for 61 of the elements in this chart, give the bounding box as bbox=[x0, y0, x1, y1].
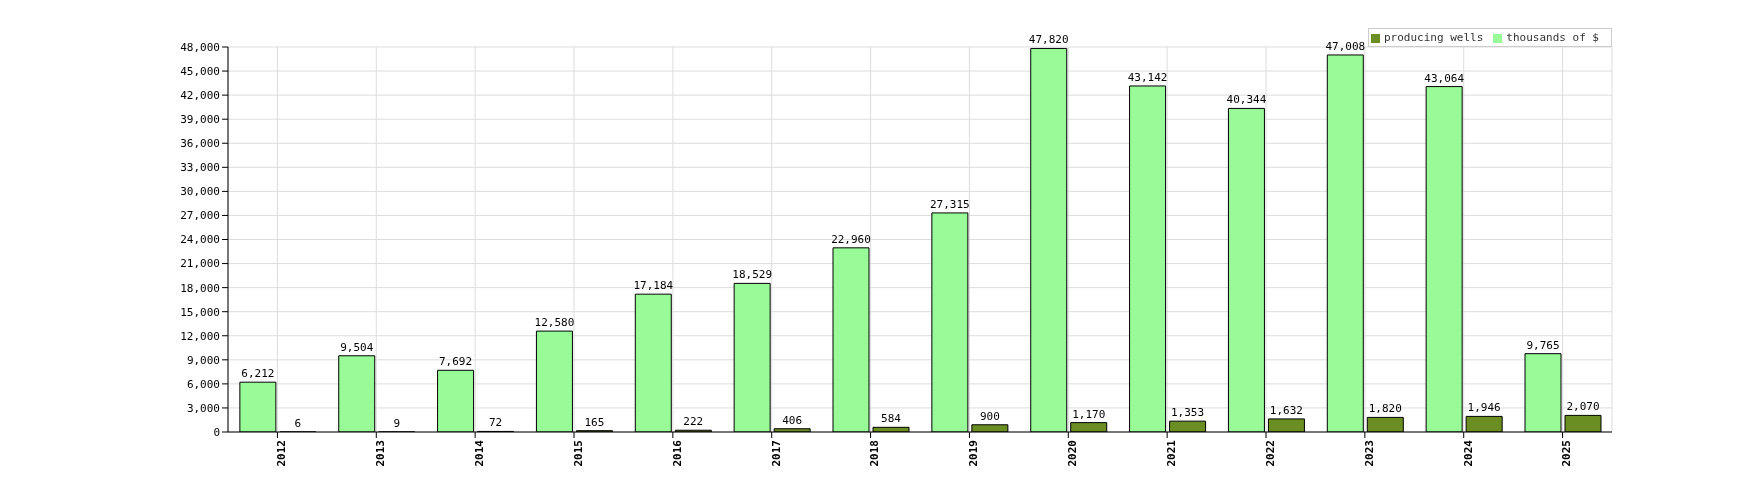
data-label: 18,529 bbox=[732, 268, 773, 282]
y-tick-label: 3,000 bbox=[186, 401, 220, 415]
data-label: 43,142 bbox=[1127, 70, 1168, 84]
data-label: 222 bbox=[683, 415, 704, 429]
data-label: 9,765 bbox=[1526, 338, 1560, 352]
data-label: 40,344 bbox=[1226, 93, 1267, 107]
data-label: 900 bbox=[979, 409, 1000, 423]
y-tick-label: 39,000 bbox=[180, 113, 220, 127]
y-tick-label: 21,000 bbox=[180, 257, 220, 271]
data-label: 72 bbox=[488, 416, 503, 430]
data-label: 7,692 bbox=[439, 355, 473, 369]
y-tick-label: 9,000 bbox=[186, 353, 220, 367]
y-tick-label: 30,000 bbox=[180, 185, 220, 199]
x-tick-label: 2017 bbox=[769, 440, 783, 467]
legend-label: thousands of $ bbox=[1506, 31, 1599, 44]
y-tick-label: 18,000 bbox=[180, 281, 220, 295]
x-tick-label: 2025 bbox=[1560, 440, 1574, 467]
data-label: 27,315 bbox=[929, 197, 970, 211]
data-label: 1,820 bbox=[1368, 402, 1402, 416]
y-tick-label: 33,000 bbox=[180, 161, 220, 175]
data-label: 1,170 bbox=[1072, 407, 1106, 421]
y-tick-label: 48,000 bbox=[180, 40, 220, 54]
x-tick-label: 2024 bbox=[1461, 439, 1475, 467]
data-label: 9 bbox=[393, 416, 401, 430]
y-tick-label: 12,000 bbox=[180, 329, 220, 343]
data-label: 406 bbox=[782, 413, 803, 427]
data-label: 1,353 bbox=[1171, 406, 1205, 420]
x-tick-label: 2014 bbox=[472, 439, 486, 467]
x-tick-label: 2021 bbox=[1164, 439, 1178, 467]
legend-label: producing wells bbox=[1383, 31, 1484, 44]
x-tick-label: 2023 bbox=[1362, 440, 1376, 467]
data-label: 1,946 bbox=[1467, 401, 1501, 415]
data-label: 17,184 bbox=[633, 279, 674, 293]
x-tick-label: 2019 bbox=[967, 440, 981, 467]
x-tick-label: 2012 bbox=[275, 440, 289, 467]
data-label: 584 bbox=[881, 412, 902, 426]
x-tick-label: 2015 bbox=[571, 440, 585, 467]
data-label: 1,632 bbox=[1269, 403, 1303, 417]
y-tick-label: 45,000 bbox=[180, 64, 220, 78]
x-tick-label: 2018 bbox=[868, 440, 882, 467]
y-tick-label: 0 bbox=[213, 425, 220, 439]
y-tick-label: 15,000 bbox=[180, 305, 220, 319]
x-tick-label: 2013 bbox=[374, 440, 388, 467]
data-label: 6 bbox=[294, 416, 302, 430]
x-tick-label: 2020 bbox=[1066, 440, 1080, 467]
data-label: 165 bbox=[584, 415, 605, 429]
data-label: 22,960 bbox=[831, 232, 871, 246]
y-tick-label: 42,000 bbox=[180, 89, 220, 103]
data-label: 6,212 bbox=[241, 367, 275, 381]
data-label: 47,820 bbox=[1028, 33, 1069, 47]
data-label: 9,504 bbox=[340, 340, 374, 354]
data-label: 47,008 bbox=[1325, 39, 1366, 53]
y-tick-label: 6,000 bbox=[186, 377, 220, 391]
y-tick-label: 24,000 bbox=[180, 233, 220, 247]
y-tick-label: 27,000 bbox=[180, 209, 220, 223]
x-tick-label: 2016 bbox=[670, 439, 684, 467]
data-label: 2,070 bbox=[1566, 400, 1600, 414]
y-tick-label: 36,000 bbox=[180, 137, 220, 151]
data-label: 12,580 bbox=[534, 316, 575, 330]
x-tick-label: 2022 bbox=[1263, 440, 1277, 467]
data-label: 43,064 bbox=[1424, 71, 1465, 85]
